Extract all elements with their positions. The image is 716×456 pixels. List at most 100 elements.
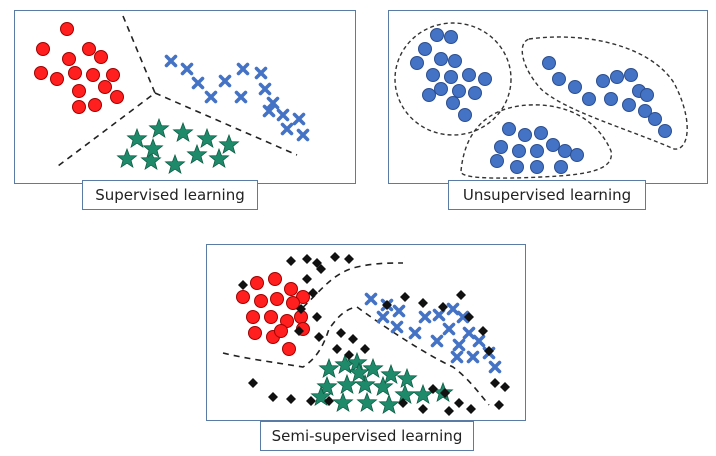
black-diamond-point	[484, 346, 494, 356]
green-star-point	[356, 391, 378, 413]
blue-cross-point	[280, 122, 294, 136]
supervised-panel	[14, 10, 356, 184]
semi-supervised-panel	[206, 244, 526, 421]
red-circle-point	[248, 326, 262, 340]
black-diamond-point	[382, 300, 392, 310]
blue-circle-point	[610, 70, 624, 84]
green-star-point	[140, 149, 162, 171]
black-diamond-point	[248, 378, 258, 388]
green-star-point	[116, 147, 138, 169]
black-diamond-point	[438, 302, 448, 312]
blue-circle-point	[604, 92, 618, 106]
blue-circle-point	[552, 72, 566, 86]
green-star-point	[394, 383, 416, 405]
red-circle-point	[72, 84, 86, 98]
black-diamond-point	[466, 404, 476, 414]
red-circle-point	[286, 296, 300, 310]
blue-cross-point	[164, 54, 178, 68]
blue-cross-point	[204, 90, 218, 104]
green-star-point	[354, 373, 376, 395]
blue-circle-point	[518, 128, 532, 142]
blue-circle-point	[426, 68, 440, 82]
blue-cross-point	[392, 304, 406, 318]
cluster-boundary	[521, 36, 688, 150]
blue-circle-point	[624, 68, 638, 82]
blue-cross-point	[390, 320, 404, 334]
blue-circle-point	[510, 160, 524, 174]
blue-circle-point	[546, 138, 560, 152]
supervised-plot	[34, 15, 310, 175]
blue-circle-point	[434, 52, 448, 66]
blue-circle-point	[494, 140, 508, 154]
black-diamond-point	[314, 332, 324, 342]
black-diamond-point	[400, 292, 410, 302]
black-diamond-point	[360, 344, 370, 354]
decision-boundary	[57, 15, 156, 167]
blue-cross-point	[191, 76, 205, 90]
blue-cross-point	[296, 128, 310, 142]
red-circle-point	[34, 66, 48, 80]
blue-circle-point	[534, 126, 548, 140]
black-diamond-point	[286, 256, 296, 266]
red-circle-point	[274, 324, 288, 338]
black-diamond-point	[348, 334, 358, 344]
green-star-point	[362, 357, 384, 379]
green-star-point	[164, 153, 186, 175]
black-diamond-point	[418, 298, 428, 308]
blue-circle-point	[444, 30, 458, 44]
blue-cross-point	[466, 350, 480, 364]
blue-circle-point	[434, 82, 448, 96]
semi-supervised-caption: Semi-supervised learning	[260, 421, 474, 451]
black-diamond-point	[330, 252, 340, 262]
green-star-point	[372, 375, 394, 397]
blue-circle-point	[658, 124, 672, 138]
blue-cross-point	[236, 62, 250, 76]
black-diamond-point	[490, 378, 500, 388]
blue-circle-point	[596, 74, 610, 88]
red-circle-point	[246, 310, 260, 324]
red-circle-point	[284, 282, 298, 296]
black-diamond-point	[308, 288, 318, 298]
red-circle-point	[60, 22, 74, 36]
blue-cross-point	[430, 334, 444, 348]
green-star-point	[196, 127, 218, 149]
black-diamond-point	[302, 254, 312, 264]
blue-circle-point	[430, 28, 444, 42]
blue-cross-point	[254, 66, 268, 80]
black-diamond-point	[332, 344, 342, 354]
green-star-point	[142, 137, 164, 159]
blue-circle-point	[542, 56, 556, 70]
black-diamond-point	[268, 392, 278, 402]
cluster-boundary	[394, 22, 512, 136]
blue-circle-point	[422, 88, 436, 102]
red-circle-point	[270, 292, 284, 306]
black-diamond-point	[238, 280, 248, 290]
green-star-point	[316, 375, 338, 397]
black-diamond-point	[464, 312, 474, 322]
blue-cross-point	[442, 322, 456, 336]
black-diamond-point	[398, 398, 408, 408]
blue-circle-point	[558, 144, 572, 158]
blue-cross-point	[446, 302, 460, 316]
green-star-point	[380, 363, 402, 385]
black-diamond-point	[478, 326, 488, 336]
black-diamond-point	[336, 328, 346, 338]
green-star-point	[172, 121, 194, 143]
unsupervised-panel	[388, 10, 708, 184]
decision-boundary	[154, 92, 298, 156]
blue-cross-point	[376, 310, 390, 324]
black-diamond-point	[344, 254, 354, 264]
green-star-point	[378, 393, 400, 415]
red-circle-point	[264, 310, 278, 324]
black-diamond-point	[312, 312, 322, 322]
blue-cross-point	[450, 350, 464, 364]
blue-cross-point	[452, 338, 466, 352]
green-star-point	[332, 391, 354, 413]
green-star-point	[186, 143, 208, 165]
black-diamond-point	[500, 382, 510, 392]
red-circle-point	[268, 272, 282, 286]
blue-cross-point	[292, 112, 306, 126]
blue-cross-point	[456, 310, 470, 324]
blue-circle-point	[554, 160, 568, 174]
green-star-point	[396, 367, 418, 389]
